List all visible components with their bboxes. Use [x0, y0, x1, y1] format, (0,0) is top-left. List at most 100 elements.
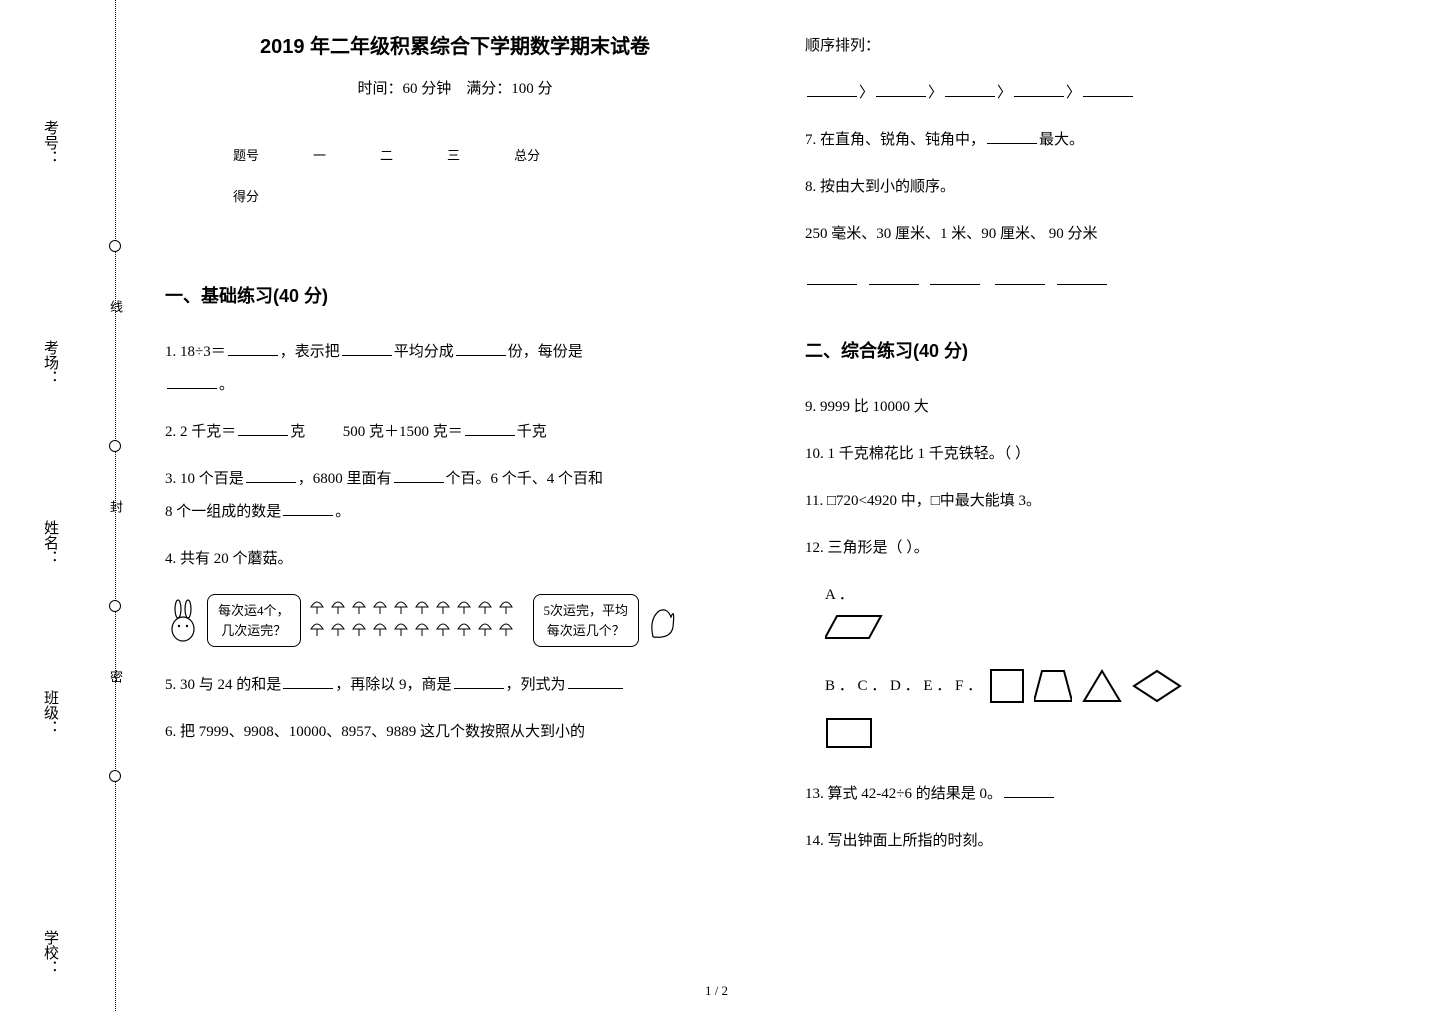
arrow-icon: 〉 — [928, 85, 943, 101]
bubble-left-l2: 几次运完？ — [221, 623, 286, 638]
binding-label: 姓名： — [40, 520, 61, 565]
binding-circle — [109, 440, 121, 452]
q5-text-c: ，列式为 — [506, 677, 566, 693]
left-column: 2019 年二年级积累综合下学期数学期末试卷 时间：60 分钟 满分：100 分… — [165, 30, 745, 872]
q2-text-a: 2. 2 千克＝ — [165, 424, 236, 440]
question-8-items: 250 毫米、30 厘米、1 米、90 厘米、 90 分米 — [805, 218, 1385, 251]
blank — [238, 421, 288, 436]
blank — [283, 501, 333, 516]
parallelogram-icon — [825, 612, 885, 642]
question-6: 6. 把 7999、9908、10000、8957、9889 这几个数按照从大到… — [165, 716, 745, 749]
question-10: 10. 1 千克棉花比 1 千克铁轻。（ ） — [805, 438, 1385, 471]
question-1: 1. 18÷3＝，表示把平均分成份，每份是 。 — [165, 336, 745, 402]
section-1-heading: 一、基础练习(40 分) — [165, 282, 745, 308]
q1-text-e: 。 — [219, 377, 234, 393]
bubble-right-l1: 5次运完，平均 — [544, 603, 629, 618]
score-table: 题号 一 二 三 总分 得分 — [205, 133, 568, 217]
bubble-right-l2: 每次运几个？ — [547, 623, 625, 638]
col-3: 三 — [421, 135, 486, 174]
blank — [807, 82, 857, 97]
blank — [568, 674, 623, 689]
arrow-icon: 〉 — [997, 85, 1012, 101]
exam-content: 2019 年二年级积累综合下学期数学期末试卷 时间：60 分钟 满分：100 分… — [165, 30, 1393, 872]
q2-text-c: 500 克＋1500 克＝ — [343, 424, 463, 440]
col-label: 题号 — [207, 135, 285, 174]
bubble-left-l1: 每次运4个， — [218, 603, 290, 618]
question-12: 12. 三角形是（ ）。 — [805, 532, 1385, 565]
q3-text-a: 3. 10 个百是 — [165, 471, 244, 487]
question-8-blanks — [805, 265, 1385, 298]
rhombus-icon — [1132, 669, 1182, 703]
q5-text-b: ，再除以 9，商是 — [335, 677, 451, 693]
blank — [876, 82, 926, 97]
score-label: 得分 — [207, 176, 285, 215]
q3-text-e: 。 — [335, 504, 350, 520]
blank — [987, 129, 1037, 144]
q2-text-d: 千克 — [517, 424, 547, 440]
blank — [869, 270, 919, 285]
blank — [807, 270, 857, 285]
binding-circle — [109, 770, 121, 782]
bubble-left: 每次运4个， 几次运完？ — [207, 594, 301, 647]
q3-text-b: ，6800 里面有 — [298, 471, 392, 487]
question-9: 9. 9999 比 10000 大 — [805, 391, 1385, 424]
blank — [930, 270, 980, 285]
question-4: 4. 共有 20 个蘑菇。 — [165, 543, 745, 576]
exam-subtitle: 时间：60 分钟 满分：100 分 — [165, 77, 745, 98]
blank — [456, 341, 506, 356]
section-2-heading: 二、综合练习(40 分) — [805, 337, 1385, 363]
binding-circle — [109, 240, 121, 252]
q1-text-a: 1. 18÷3＝ — [165, 344, 226, 360]
mushrooms-icon — [307, 597, 527, 645]
squirrel-icon — [645, 599, 679, 643]
blank — [1057, 270, 1107, 285]
right-column: 顺序排列： 〉〉〉〉 7. 在直角、锐角、钝角中，最大。 8. 按由大到小的顺序… — [805, 30, 1385, 872]
blank — [945, 82, 995, 97]
question-14: 14. 写出钟面上所指的时刻。 — [805, 825, 1385, 858]
binding-seal-label: 密 — [106, 670, 125, 683]
q1-text-c: 平均分成 — [394, 344, 454, 360]
score-value-row: 得分 — [207, 176, 566, 215]
col-total: 总分 — [488, 135, 566, 174]
blank — [394, 468, 444, 483]
bubble-right: 5次运完，平均 每次运几个？ — [533, 594, 640, 647]
options-b-to-f: B ． C ． D ． E ． F ． — [825, 669, 1385, 703]
blank — [1083, 82, 1133, 97]
q7-text-a: 7. 在直角、锐角、钝角中， — [805, 132, 985, 148]
q13-text: 13. 算式 42-42÷6 的结果是 0。 — [805, 786, 1002, 802]
square-icon — [990, 669, 1024, 703]
binding-label: 学校： — [40, 930, 61, 975]
blank — [342, 341, 392, 356]
question-7: 7. 在直角、锐角、钝角中， 最大。 — [805, 124, 1385, 157]
q7-text-b: 最大。 — [1039, 132, 1084, 148]
opts-rest-label: B ． C ． D ． E ． F ． — [825, 670, 982, 703]
q3-text-d: 8 个一组成的数是 — [165, 504, 281, 520]
q5-text-a: 5. 30 与 24 的和是 — [165, 677, 281, 693]
time-limit: 时间：60 分钟 — [357, 81, 451, 97]
page-number: 1 / 2 — [705, 983, 728, 999]
question-3: 3. 10 个百是，6800 里面有个百。6 个千、4 个百和 8 个一组成的数… — [165, 463, 745, 529]
q1-text-d: 份，每份是 — [508, 344, 583, 360]
q6-continuation-label: 顺序排列： — [805, 30, 1385, 63]
exam-title: 2019 年二年级积累综合下学期数学期末试卷 — [165, 30, 745, 59]
binding-seal-label: 封 — [106, 500, 125, 513]
extra-shape — [825, 717, 1385, 764]
blank — [465, 421, 515, 436]
shape-row — [990, 669, 1182, 703]
q2-text-b: 克 — [290, 424, 305, 440]
trapezoid-icon — [1034, 669, 1072, 703]
rectangle-icon — [825, 717, 875, 751]
blank — [283, 674, 333, 689]
question-5: 5. 30 与 24 的和是 ，再除以 9，商是 ，列式为 — [165, 669, 745, 702]
blank — [167, 374, 217, 389]
q6-ordering-blanks: 〉〉〉〉 — [805, 77, 1385, 110]
binding-circle — [109, 600, 121, 612]
question-13: 13. 算式 42-42÷6 的结果是 0。 — [805, 778, 1385, 811]
full-marks: 满分：100 分 — [466, 81, 552, 97]
triangle-icon — [1082, 669, 1122, 703]
binding-seal-label: 线 — [106, 300, 125, 313]
question-11: 11. □720<4920 中，□中最大能填 3。 — [805, 485, 1385, 518]
blank — [1014, 82, 1064, 97]
blank — [228, 341, 278, 356]
opt-a-label: A ． — [825, 587, 854, 603]
